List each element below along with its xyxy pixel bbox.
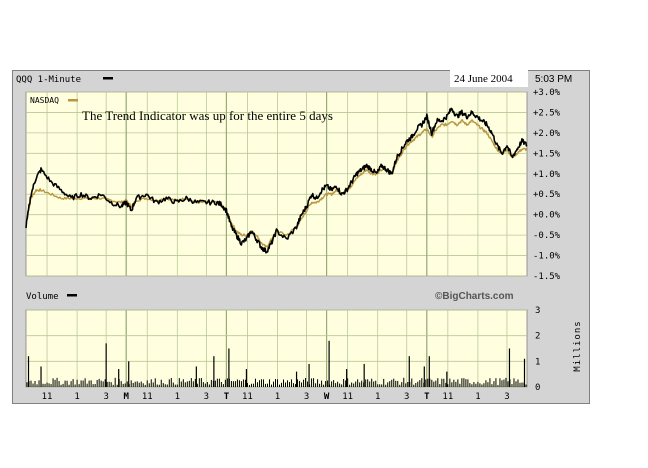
x-tick-label: 3 [103,392,108,402]
x-tick-label: 11 [142,392,153,402]
price-y-tick-label: +1.0% [533,170,561,180]
chart-time: 5:03 PM [535,74,572,85]
price-y-tick-label: +1.5% [533,149,561,159]
x-tick-label: T [224,392,230,402]
x-tick-label: 1 [275,392,280,402]
price-series [25,107,528,254]
x-axis: 11 1 3 M 11 1 3 T 11 1 3 W 11 1 3 T 11 1 3 [42,392,510,402]
nasdaq-legend-label: NASDAQ [30,96,59,105]
price-y-axis: +3.0% +2.5% +2.0% +1.5% +1.0% +0.5% +0.0% -0.5%… [533,88,561,282]
volume-plot-area [25,309,528,388]
bigcharts-brand: ©BigCharts.com [435,291,514,302]
price-y-tick-label: -0.5% [533,231,561,241]
date-box [450,70,528,87]
x-tick-label: M [123,392,129,402]
price-y-tick-label: -1.0% [533,252,561,262]
trend-annotation: The Trend Indicator was up for the entir… [82,108,333,123]
price-y-tick-label: +0.5% [533,190,561,200]
volume-y-tick-label: 2 [535,332,540,342]
x-tick-label: 1 [74,392,79,402]
volume-y-tick-label: 0 [535,383,540,393]
volume-label: Volume [26,292,59,302]
price-y-tick-label: +2.0% [533,129,561,139]
symbol-label: QQQ 1-Minute [16,75,81,85]
price-y-tick-label: -1.5% [533,272,561,282]
price-y-tick-label: +0.0% [533,211,561,221]
x-tick-label: T [424,392,430,402]
x-tick-label: 11 [342,392,353,402]
stock-chart: QQQ 1-Minute 24 June 2004 5:03 PM +3.0%+… [16,70,583,402]
chart-header: QQQ 1-Minute 24 June 2004 5:03 PM [16,70,572,87]
x-tick-label: 1 [175,392,180,402]
price-y-tick-label: +2.5% [533,108,561,118]
x-tick-label: 3 [404,392,409,402]
nasdaq-legend-swatch [68,99,78,102]
qqq-price-line [25,107,528,254]
x-tick-label: 3 [504,392,509,402]
x-tick-label: 3 [204,392,209,402]
volume-y-axis: 3 2 1 0 [535,306,540,393]
volume-y-tick-label: 1 [535,357,540,367]
volume-header: Volume ©BigCharts.com [26,291,514,302]
x-tick-label: 11 [442,392,453,402]
price-plot-area [25,91,528,277]
price-panel: +3.0% +2.5% +2.0% +1.5% +1.0% +0.5% +0.0% -0.5%… [25,88,561,282]
volume-unit-label: Millions [573,320,583,371]
x-tick-label: W [324,392,330,402]
x-tick-label: 11 [42,392,53,402]
x-tick-label: 11 [242,392,253,402]
volume-y-tick-label: 3 [535,306,540,316]
x-tick-label: 1 [475,392,480,402]
x-tick-label: 1 [375,392,380,402]
chart-date: 24 June 2004 [454,73,513,85]
price-y-tick-label: +3.0% [533,88,561,98]
volume-legend-swatch [67,294,77,297]
volume-panel: 3 2 1 0 Millions [25,306,583,393]
volume-bars [26,340,527,387]
x-tick-label: 3 [304,392,309,402]
symbol-legend-swatch [103,77,113,80]
price-grid [26,91,527,277]
